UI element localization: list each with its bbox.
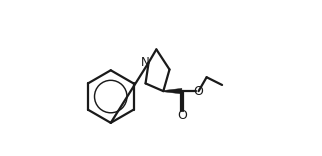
Text: O: O xyxy=(194,85,204,98)
Text: O: O xyxy=(177,109,187,122)
Polygon shape xyxy=(163,88,182,94)
Text: N: N xyxy=(141,56,150,69)
